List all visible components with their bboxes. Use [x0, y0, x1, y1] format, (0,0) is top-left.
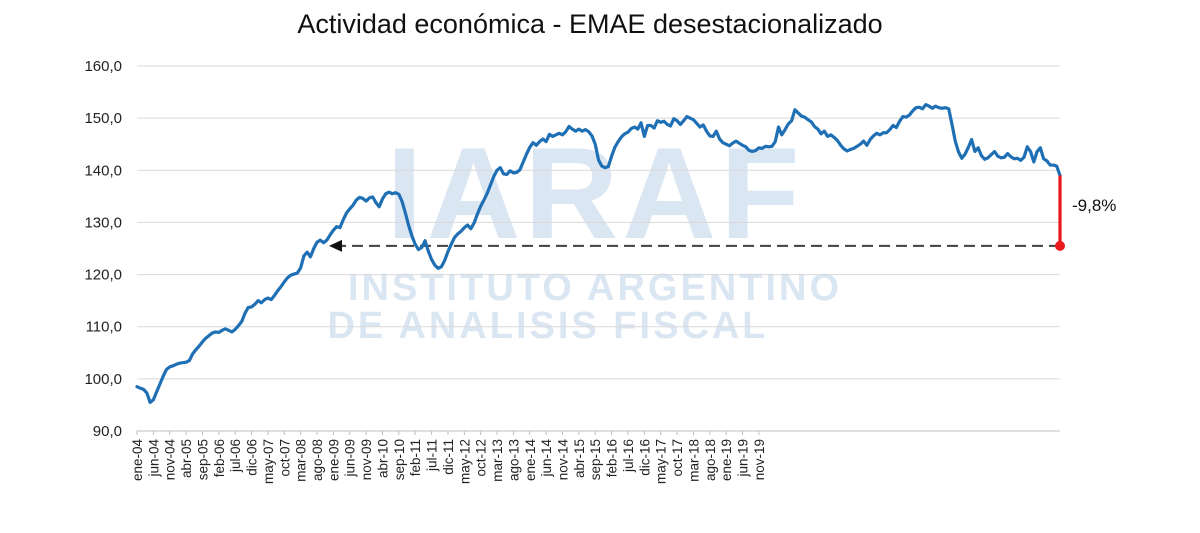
- x-tick-label: dic-11: [441, 439, 456, 475]
- y-tick-label: 100,0: [84, 371, 122, 388]
- x-tick-label: may-07: [261, 439, 276, 484]
- x-tick-label: oct-17: [670, 439, 685, 477]
- x-tick-label: dic-16: [637, 439, 652, 476]
- x-tick-label: abr-15: [572, 439, 587, 478]
- y-tick-label: 110,0: [86, 319, 122, 336]
- x-tick-label: ene-19: [719, 439, 734, 481]
- x-tick-label: nov-09: [359, 439, 374, 480]
- x-tick-label: mar-08: [294, 439, 309, 482]
- reference-group: [329, 239, 1060, 252]
- y-tick-label: 90,0: [93, 423, 122, 440]
- drop-percent-label: -9,8%: [1072, 196, 1116, 215]
- x-tick-label: ago-13: [506, 439, 521, 481]
- x-tick-label: may-12: [457, 439, 472, 484]
- y-tick-label: 130,0: [84, 214, 122, 231]
- x-tick-label: jul-11: [425, 439, 440, 472]
- series-line-emae: [135, 102, 1062, 404]
- x-axis-ticks: ene-04 jun-04 nov-04 abr-05 sep-05 feb-06 jul-…: [130, 431, 767, 484]
- iaraf-watermark: IARAF INSTITUTO ARGENTINO DE ANALISIS FI…: [327, 120, 842, 347]
- y-axis-ticks: 90,0 100,0 110,0 120,0 130,0 140,0 150,0 160,0: [84, 58, 122, 440]
- y-tick-label: 140,0: [84, 162, 122, 179]
- y-tick-label: 150,0: [84, 110, 122, 127]
- x-tick-label: mar-18: [686, 439, 701, 482]
- x-tick-label: nov-04: [163, 439, 178, 481]
- x-tick-label: sep-15: [588, 439, 603, 480]
- x-tick-label: jun-04: [146, 439, 161, 478]
- x-tick-label: ene-04: [130, 439, 145, 482]
- y-tick-label: 160,0: [84, 58, 122, 75]
- x-tick-label: feb-16: [605, 439, 620, 477]
- x-tick-label: feb-06: [212, 439, 227, 477]
- x-tick-label: jun-09: [343, 439, 358, 478]
- x-tick-label: ago-18: [703, 439, 718, 481]
- x-tick-label: oct-12: [474, 439, 489, 477]
- x-tick-label: jul-16: [621, 439, 636, 473]
- x-tick-label: nov-14: [555, 439, 570, 481]
- x-tick-label: ene-09: [326, 439, 341, 481]
- x-tick-label: ago-08: [310, 439, 325, 481]
- x-tick-label: nov-19: [752, 439, 767, 480]
- x-tick-label: jun-14: [539, 439, 554, 478]
- x-tick-label: dic-06: [245, 439, 260, 476]
- y-tick-label: 120,0: [84, 267, 122, 284]
- drop-endpoint-dot: [1055, 240, 1065, 251]
- drop-group: [1055, 175, 1065, 251]
- x-tick-label: mar-13: [490, 439, 505, 482]
- watermark-line-1: INSTITUTO ARGENTINO: [348, 267, 842, 309]
- reference-arrowhead: [329, 239, 342, 252]
- x-tick-label: sep-05: [195, 439, 210, 480]
- x-tick-label: sep-10: [392, 439, 407, 480]
- x-tick-label: jun-19: [736, 439, 751, 478]
- x-tick-label: feb-11: [408, 439, 423, 476]
- x-tick-label: may-17: [654, 439, 669, 484]
- x-tick-label: jul-06: [228, 439, 243, 473]
- x-tick-label: ene-14: [523, 439, 538, 482]
- chart-title: Actividad económica - EMAE desestacional…: [297, 9, 882, 39]
- watermark-line-2: DE ANALISIS FISCAL: [327, 305, 768, 347]
- x-tick-label: oct-07: [277, 439, 292, 477]
- x-tick-label: abr-10: [375, 439, 390, 478]
- x-tick-label: abr-05: [179, 439, 194, 478]
